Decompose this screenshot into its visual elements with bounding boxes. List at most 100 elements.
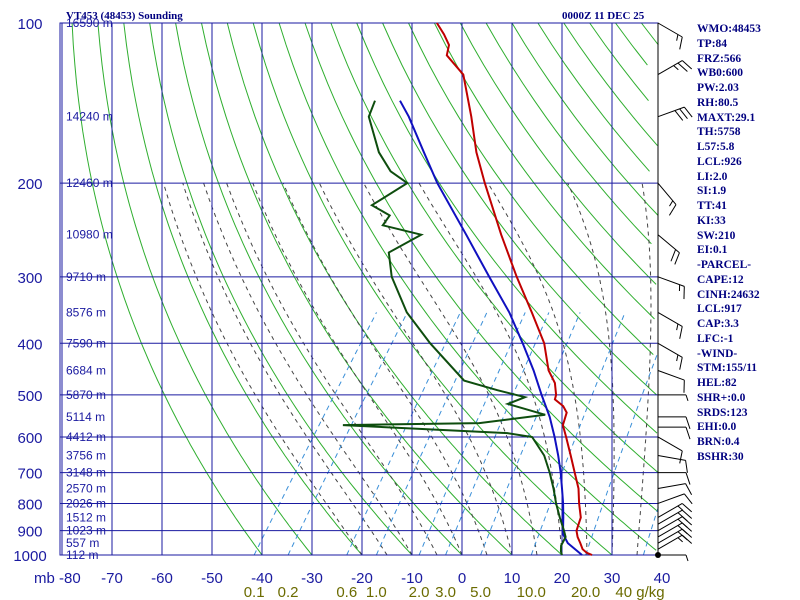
mixing-ratio-line bbox=[253, 312, 377, 556]
height-label: 9710 m bbox=[66, 270, 106, 284]
sounding-profiles bbox=[342, 22, 593, 556]
dry-adiabat bbox=[356, 22, 658, 434]
index-item: LFC:-1 bbox=[697, 332, 734, 345]
wind-half-feather bbox=[676, 354, 679, 362]
mixing-ratio-label: 5.0 bbox=[470, 584, 491, 600]
temperature-tick-label: 10 bbox=[504, 570, 521, 587]
index-item: FRZ:566 bbox=[697, 52, 742, 65]
wind-feather bbox=[681, 60, 693, 70]
wind-staff bbox=[657, 493, 685, 504]
moist-adiabat bbox=[636, 183, 652, 556]
wind-feather bbox=[685, 460, 688, 473]
wind-feather bbox=[677, 531, 688, 541]
wind-barb bbox=[658, 426, 691, 440]
wind-feather bbox=[674, 110, 684, 121]
wind-barb bbox=[657, 342, 683, 370]
mixing-ratio-line bbox=[375, 312, 488, 556]
grid-lines bbox=[59, 22, 659, 556]
index-item: EHI:0.0 bbox=[697, 421, 737, 434]
mixing-ratio-label: 0.6 bbox=[336, 584, 357, 600]
temperature-tick-label: -10 bbox=[401, 570, 423, 587]
mixing-ratio-label: 2.0 bbox=[409, 584, 430, 600]
height-label: 4412 m bbox=[66, 430, 106, 444]
wind-feather bbox=[679, 36, 683, 50]
height-label: 12460 m bbox=[66, 176, 113, 190]
stability-indices-panel: WMO:48453 TP:84 FRZ:566 WB0:600 PW:2.03 RH:80… bbox=[697, 22, 761, 465]
index-item: CINH:24632 bbox=[697, 288, 760, 301]
index-item: -PARCEL- bbox=[697, 259, 752, 271]
index-item: WB0:600 bbox=[697, 67, 743, 80]
dry-adiabat bbox=[304, 22, 659, 513]
height-label: 2570 m bbox=[66, 482, 106, 496]
height-label: 2026 m bbox=[66, 496, 106, 510]
pressure-tick-label: 1000 bbox=[13, 548, 46, 565]
temperature-tick-label: -70 bbox=[101, 570, 123, 587]
wind-half-feather bbox=[673, 65, 679, 71]
wind-barb bbox=[657, 522, 693, 538]
dry-adiabat bbox=[201, 22, 513, 556]
wind-feather bbox=[683, 106, 693, 118]
dry-adiabat bbox=[433, 22, 655, 320]
wind-barb bbox=[658, 554, 689, 562]
temperature-tick-label: 30 bbox=[604, 570, 621, 587]
wind-barb bbox=[657, 60, 693, 75]
index-item: L57:5.8 bbox=[697, 141, 735, 153]
height-label: 3148 m bbox=[66, 466, 106, 480]
wind-barb bbox=[657, 454, 688, 473]
wind-half-feather bbox=[677, 537, 683, 543]
dry-adiabat bbox=[175, 22, 463, 556]
wind-barb bbox=[657, 182, 677, 216]
dry-adiabat bbox=[511, 22, 659, 216]
dry-adiabat bbox=[459, 22, 657, 285]
wind-staff bbox=[657, 370, 685, 381]
mixing-ratio-line bbox=[445, 312, 550, 556]
temperature-tick-label: -50 bbox=[201, 570, 223, 587]
wind-feather bbox=[677, 512, 688, 522]
dry-adiabat bbox=[252, 22, 613, 556]
dry-adiabat bbox=[589, 22, 649, 102]
height-label: 8576 m bbox=[66, 305, 106, 319]
moist-adiabat bbox=[252, 182, 463, 556]
dry-adiabat bbox=[563, 22, 658, 146]
index-item: RH:80.5 bbox=[697, 96, 739, 109]
dry-adiabat bbox=[149, 22, 413, 556]
wind-staff bbox=[657, 483, 686, 490]
wind-barb bbox=[657, 276, 685, 300]
dry-adiabat bbox=[641, 22, 659, 46]
index-item: EI:0.1 bbox=[697, 244, 728, 257]
index-item: WMO:48453 bbox=[697, 23, 761, 35]
wind-barb bbox=[658, 472, 691, 485]
mixing-ratio-line bbox=[585, 354, 658, 556]
wind-barb bbox=[657, 436, 683, 464]
index-item: -WIND- bbox=[697, 347, 738, 360]
wind-feather bbox=[681, 503, 693, 513]
dry-adiabat bbox=[97, 22, 313, 556]
wind-barb bbox=[657, 509, 693, 525]
temperature-tick-label: -60 bbox=[151, 570, 173, 587]
wind-staff bbox=[657, 60, 683, 75]
index-item: LI:2.0 bbox=[697, 170, 728, 183]
temperature-tick-label: 40 bbox=[654, 570, 671, 587]
wind-barb bbox=[657, 503, 693, 518]
wind-staff bbox=[657, 342, 683, 358]
wind-staff bbox=[657, 22, 683, 38]
wind-barb bbox=[657, 22, 683, 50]
temperature-tick-label: -40 bbox=[251, 570, 273, 587]
dry-adiabat bbox=[537, 22, 650, 172]
temperature-tick-label: mb -80 bbox=[34, 570, 81, 587]
mixing-ratio-label: 1.0 bbox=[366, 584, 387, 600]
wind-staff bbox=[657, 312, 683, 327]
pressure-tick-label: 700 bbox=[17, 466, 42, 483]
wind-staff bbox=[657, 106, 685, 118]
pressure-tick-label: 600 bbox=[17, 430, 42, 447]
mixing-ratio-label: 40 g/kg bbox=[615, 584, 664, 600]
moist-adiabat bbox=[163, 182, 363, 556]
dry-adiabat bbox=[71, 22, 263, 556]
wind-feather bbox=[685, 426, 691, 440]
wind-half-feather bbox=[685, 394, 689, 402]
temperature-tick-label: -30 bbox=[301, 570, 323, 587]
moist-adiabats bbox=[163, 182, 652, 556]
height-label: 14240 m bbox=[66, 110, 113, 124]
